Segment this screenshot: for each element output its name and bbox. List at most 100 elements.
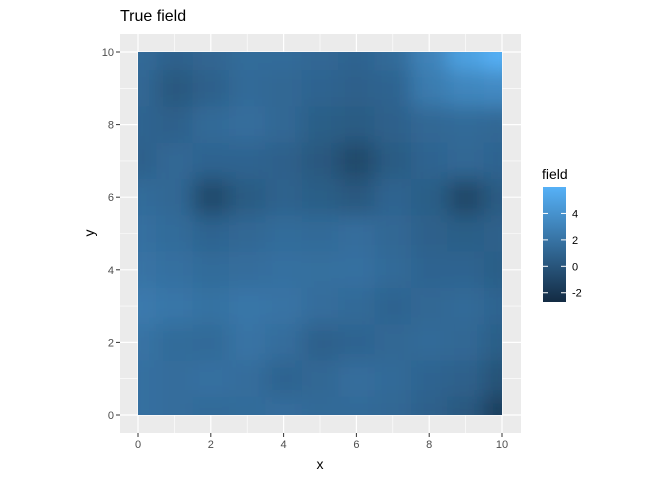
field-cell: [483, 324, 502, 362]
field-cell: [156, 106, 194, 144]
field-cell: [374, 396, 412, 415]
legend-ticks: 4 2 0 -2: [543, 208, 582, 300]
field-cell: [192, 324, 230, 362]
field-cell: [192, 287, 230, 325]
legend-tick-label: 4: [572, 208, 578, 220]
field-cell: [229, 70, 266, 107]
field-cell: [338, 70, 376, 107]
field-raster: [138, 52, 502, 415]
field-cell: [301, 52, 339, 71]
x-axis: 0 2 4 6 8 10: [135, 433, 508, 451]
field-cell: [411, 179, 448, 216]
field-cell: [301, 360, 339, 398]
field-cell: [447, 106, 485, 144]
field-cell: [192, 142, 230, 180]
field-cell: [138, 179, 157, 216]
field-cell: [138, 52, 157, 71]
field-cell: [411, 142, 448, 180]
field-cell: [192, 251, 230, 289]
legend-tick-label: -2: [572, 288, 582, 300]
field-cell: [447, 396, 485, 415]
field-cell: [229, 142, 266, 180]
field-cell: [156, 360, 194, 398]
field-cell: [374, 287, 412, 325]
field-cell: [192, 52, 230, 71]
field-cell: [483, 70, 502, 107]
field-cell: [483, 360, 502, 398]
field-cell: [265, 251, 303, 289]
field-cell: [192, 215, 230, 253]
x-tick-label: 10: [496, 439, 508, 451]
legend-title: field: [542, 166, 568, 182]
y-axis-title: y: [81, 230, 97, 237]
field-cell: [192, 396, 230, 415]
field-cell: [265, 396, 303, 415]
field-cell: [301, 396, 339, 415]
field-cell: [138, 324, 157, 362]
legend-tick-label: 2: [572, 235, 578, 247]
x-tick-label: 0: [135, 439, 141, 451]
field-cell: [156, 179, 194, 216]
field-cell: [411, 251, 448, 289]
field-cell: [156, 251, 194, 289]
field-cell: [156, 215, 194, 253]
field-cell: [229, 324, 266, 362]
field-cell: [374, 179, 412, 216]
legend: field 4 2 0 -2: [542, 166, 582, 302]
y-tick-label: 4: [108, 265, 114, 277]
x-tick-label: 6: [353, 439, 359, 451]
field-cell: [411, 287, 448, 325]
field-cell: [156, 287, 194, 325]
field-cell: [374, 52, 412, 71]
field-cell: [229, 52, 266, 71]
y-tick-label: 2: [108, 337, 114, 349]
field-cell: [192, 106, 230, 144]
field-cell: [374, 324, 412, 362]
field-cell: [447, 52, 485, 71]
y-tick-label: 8: [108, 120, 114, 132]
field-cell: [229, 106, 266, 144]
field-cell: [338, 106, 376, 144]
field-cell: [374, 142, 412, 180]
y-tick-label: 10: [102, 47, 114, 59]
field-cell: [338, 179, 376, 216]
field-cell: [447, 251, 485, 289]
field-cell: [411, 70, 448, 107]
field-cell: [411, 396, 448, 415]
field-cell: [447, 215, 485, 253]
field-cell: [229, 215, 266, 253]
field-cell: [447, 142, 485, 180]
field-cell: [301, 179, 339, 216]
x-axis-title: x: [317, 456, 324, 472]
field-cell: [338, 142, 376, 180]
field-cell: [411, 52, 448, 71]
field-cell: [138, 215, 157, 253]
field-cell: [483, 142, 502, 180]
field-cell: [265, 106, 303, 144]
y-tick-label: 0: [108, 410, 114, 422]
field-cell: [374, 70, 412, 107]
field-cell: [229, 396, 266, 415]
field-cell: [265, 70, 303, 107]
field-cell: [411, 360, 448, 398]
field-cell: [156, 70, 194, 107]
x-tick-label: 2: [208, 439, 214, 451]
field-cell: [229, 287, 266, 325]
field-cell: [265, 360, 303, 398]
field-cell: [229, 179, 266, 216]
legend-colorbar: [543, 187, 566, 302]
field-cell: [483, 251, 502, 289]
field-cell: [138, 360, 157, 398]
field-cell: [301, 287, 339, 325]
field-cell: [301, 215, 339, 253]
field-cell: [411, 324, 448, 362]
field-cell: [265, 52, 303, 71]
x-tick-label: 8: [426, 439, 432, 451]
field-cell: [192, 70, 230, 107]
field-cell: [301, 324, 339, 362]
field-cell: [447, 179, 485, 216]
field-cell: [338, 396, 376, 415]
field-cell: [483, 52, 502, 71]
field-cell: [138, 70, 157, 107]
